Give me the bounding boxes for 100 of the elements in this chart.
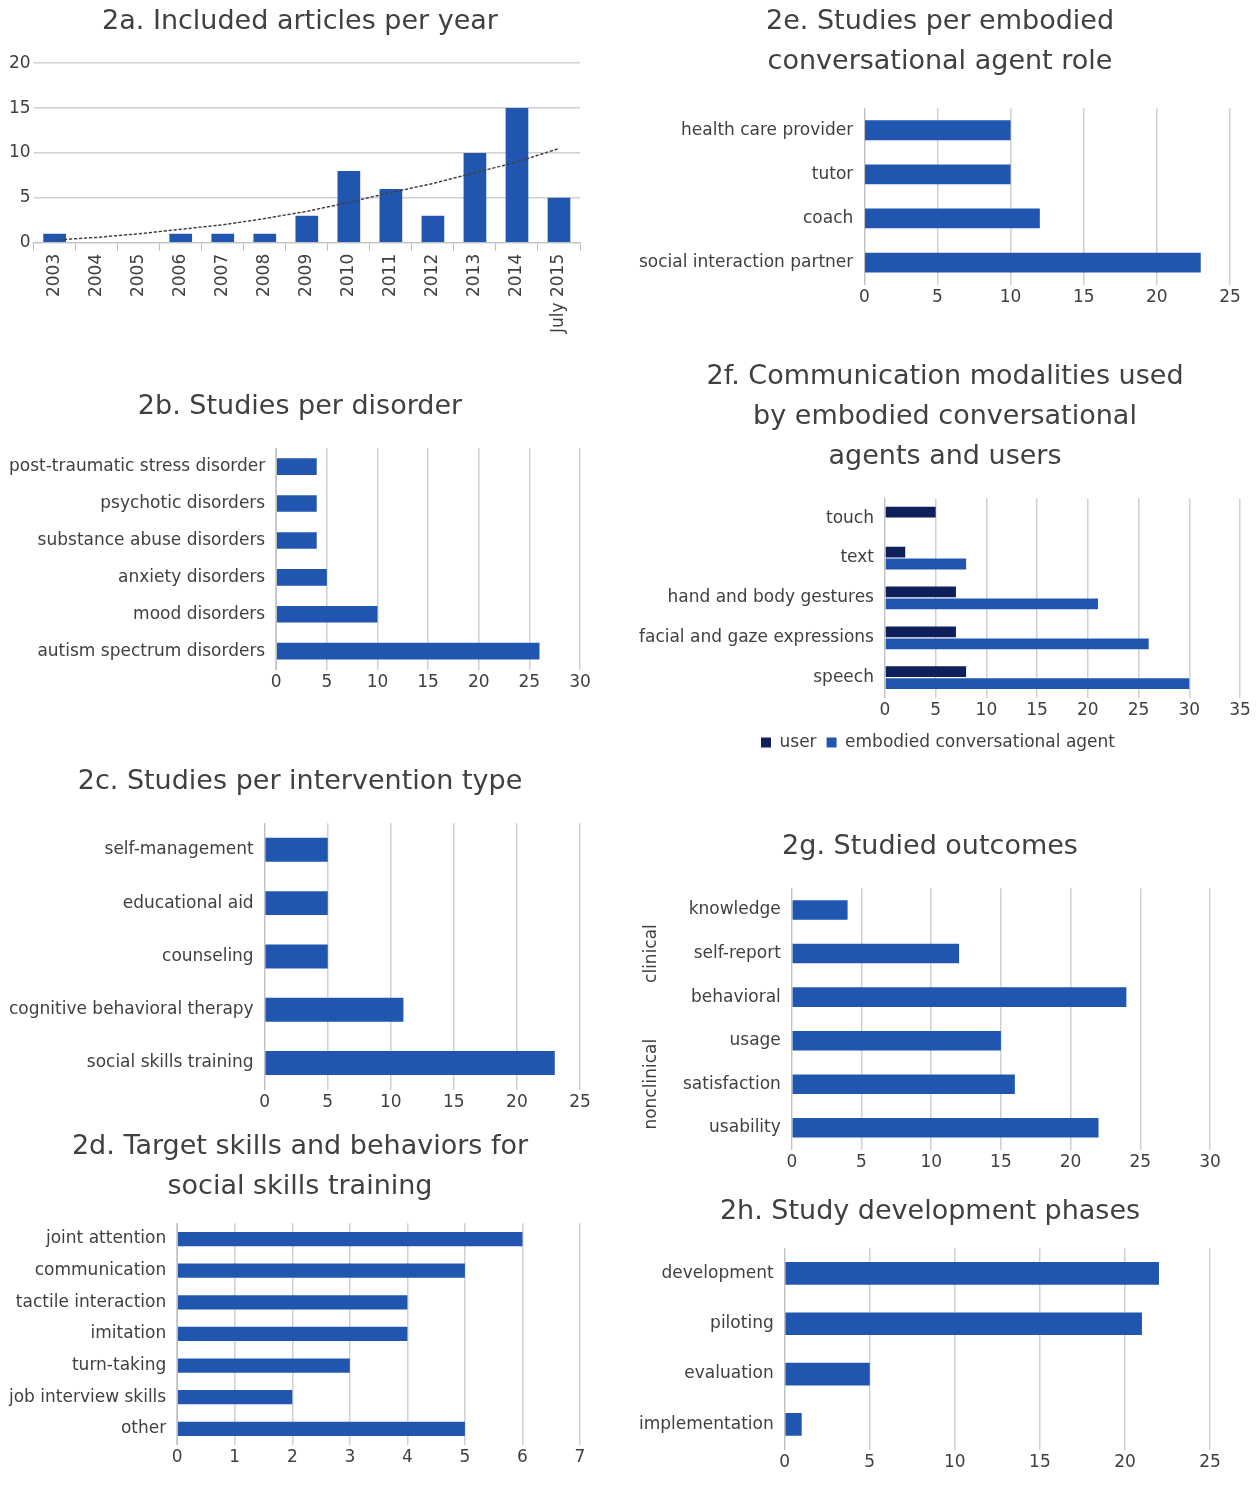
bar [885,586,956,598]
x-tick-label: 15 [990,1151,1012,1172]
x-tick-label: 10 [379,1091,402,1112]
x-tick-label: 2011 [379,253,400,298]
x-tick-label: 20 [1059,1151,1082,1172]
x-tick-label: 0 [879,699,891,720]
x-tick-label: 2009 [295,253,316,298]
x-tick-label: 2004 [85,253,106,298]
bar [885,638,1149,650]
y-tick-label: counseling [162,944,254,965]
text: nonclinical [640,1038,661,1130]
bar [547,197,571,243]
x-tick-label: 25 [1127,699,1150,720]
y-tick-label: social skills training [86,1051,254,1072]
bar [211,233,235,243]
x-tick-label: 5 [932,286,943,307]
bar [865,164,1011,185]
chart-title: 2g. Studied outcomes [781,828,1079,862]
x-tick-label: 2007 [211,253,232,298]
bar [177,1295,408,1310]
x-tick-label: 10 [944,1451,966,1472]
y-tick-label: evaluation [684,1362,774,1383]
bar [463,152,487,243]
y-tick-label: behavioral [691,985,781,1006]
bar [177,1421,465,1436]
bar [885,626,956,638]
bar [885,558,967,570]
bar [792,1030,1001,1051]
x-tick-label: 10 [999,286,1022,307]
text: clinical [640,924,661,983]
x-tick-label: 5 [321,671,333,692]
chart-title: 2a. Included articles per year [101,3,499,37]
y-tick-label: hand and body gestures [667,586,875,607]
bar [276,605,378,623]
y-tick-label: facial and gaze expressions [638,626,875,647]
y-tick-label: self-report [693,941,782,962]
bar [265,997,404,1022]
x-tick-label: 0 [270,671,282,692]
x-tick-label: 10 [920,1151,943,1172]
y-tick-label: educational aid [122,891,254,912]
y-tick-label: health care provider [681,118,854,139]
x-tick-label: 15 [1072,286,1095,307]
bar [885,598,1098,610]
x-tick-label: 2012 [421,253,442,298]
y-tick-label: turn-taking [71,1353,167,1374]
y-tick-label: psychotic disorders [100,491,266,512]
y-tick-label: autism spectrum disorders [37,639,266,660]
x-tick-label: 35 [1229,699,1251,720]
bar [505,108,529,243]
bar [885,678,1190,690]
x-tick-label: 10 [975,699,998,720]
bar [43,233,66,243]
legend-label: embodied conversational agent [845,730,1116,751]
x-tick-label: 5 [930,699,942,720]
chart-title: 2h. Study development phases [718,1193,1142,1227]
x-tick-label: 2 [286,1446,298,1467]
x-tick-label: 2006 [169,253,190,298]
x-tick-label: 6 [517,1446,528,1467]
bar [276,532,317,549]
y-tick-label: development [661,1261,775,1282]
x-tick-label: 20 [506,1091,528,1112]
bar [276,569,327,586]
x-tick-label: 15 [417,671,439,692]
x-tick-label: 25 [518,671,541,692]
chart-title: 2b. Studies per disorder [136,388,464,422]
bar [792,900,848,920]
y-tick-label: communication [34,1259,167,1280]
bar [265,837,328,862]
y-tick-label: post-traumatic stress disorder [8,455,266,476]
x-tick-label: 3 [344,1446,356,1467]
bar [265,1050,555,1075]
bar [865,120,1011,141]
x-tick-label: 2010 [337,253,358,298]
x-tick-label: 15 [1029,1451,1051,1472]
bar [792,943,960,964]
chart-title: 2e. Studies per embodied conversational agent role [764,3,1116,77]
x-tick-label: 2008 [253,253,274,298]
x-tick-label: 25 [1199,1451,1221,1472]
y-tick-label: usage [729,1029,781,1050]
y-tick-label: satisfaction [682,1072,781,1093]
y-tick-label: implementation [638,1412,774,1433]
x-tick-label: 30 [1199,1151,1221,1172]
x-tick-label: 30 [569,671,591,692]
x-tick-label: 25 [1219,286,1241,307]
x-tick-label: 4 [401,1446,413,1467]
bar [177,1326,408,1342]
chart-title: 2d. Target skills and behaviors for social skills training [70,1128,530,1202]
bar [169,233,193,243]
x-tick-label: 2014 [505,253,526,298]
x-tick-label: 15 [443,1091,465,1112]
y-tick-label: 0 [19,231,31,252]
bar [792,1074,1015,1095]
y-tick-label: job interview skills [7,1385,167,1406]
x-tick-label: July 2015 [547,253,568,335]
x-tick-label: 25 [1129,1151,1152,1172]
bar [785,1413,802,1436]
y-tick-label: imitation [90,1322,167,1343]
y-tick-label: self-management [104,838,254,859]
y-tick-label: 10 [8,141,31,162]
bar [177,1231,523,1247]
